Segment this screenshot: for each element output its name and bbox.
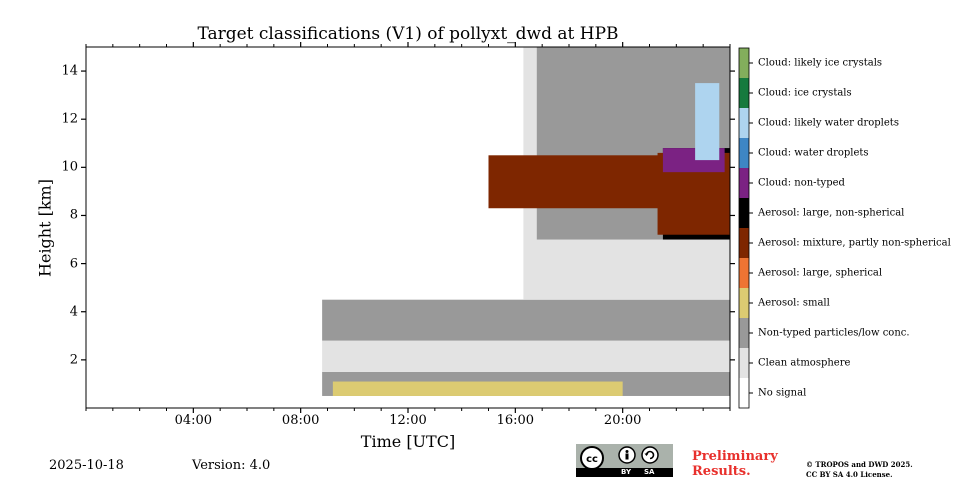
preliminary-line-1: Preliminary [692, 449, 778, 464]
colorbar-label-10: Cloud: ice crystals [758, 87, 852, 99]
class-region-6 [488, 155, 663, 209]
ytick-label-2: 2 [69, 352, 78, 368]
class-region-1 [332, 381, 623, 396]
xtick-label-04:00: 04:00 [174, 413, 213, 428]
colorbar-label-7: Cloud: non-typed [758, 177, 845, 189]
colorbar-frame [738, 47, 750, 409]
copyright-line-2: CC BY SA 4.0 License. [806, 470, 893, 479]
colorbar-label-8: Cloud: water droplets [758, 147, 869, 159]
colorbar-label-3: Aerosol: small [758, 297, 830, 309]
ytick-label-14: 14 [61, 63, 78, 79]
cc-icon: cc [580, 446, 604, 468]
ytick-label-4: 4 [69, 304, 78, 320]
ytick-label-12: 12 [61, 111, 78, 127]
colorbar-label-4: Aerosol: large, spherical [758, 267, 883, 279]
xtick-label-16:00: 16:00 [496, 413, 535, 428]
date-label: 2025-10-18 [49, 458, 124, 473]
colorbar-swatch-0 [739, 378, 749, 408]
colorbar-label-2: Non-typed particles/low conc. [758, 327, 910, 339]
colorbar-swatch-8 [739, 138, 749, 168]
colorbar [738, 47, 753, 409]
class-region-2 [322, 340, 730, 372]
ytick-label-8: 8 [69, 207, 78, 223]
class-region-10 [695, 83, 720, 161]
chart-title: Target classifications (V1) of pollyxt_d… [197, 24, 619, 44]
sa-icon [641, 446, 659, 464]
colorbar-swatch-6 [739, 198, 749, 228]
axes [81, 42, 735, 413]
xtick-label-08:00: 08:00 [281, 413, 320, 428]
badge-strip: BY SA [576, 468, 673, 477]
xtick-label-20:00: 20:00 [603, 413, 642, 428]
by-icon [618, 446, 636, 464]
class-region-3 [322, 299, 730, 341]
colorbar-label-0: No signal [758, 387, 807, 399]
colorbar-label-6: Aerosol: large, non-spherical [758, 207, 905, 219]
copyright-line-1: © TROPOS and DWD 2025. [806, 460, 913, 469]
badge-by-text: BY [621, 468, 632, 476]
copyright-note: © TROPOS and DWD 2025. CC BY SA 4.0 Lice… [806, 460, 913, 480]
colorbar-swatch-2 [739, 318, 749, 348]
colorbar-label-11: Cloud: likely ice crystals [758, 57, 883, 69]
badge-sa-text: SA [644, 468, 655, 476]
colorbar-swatch-1 [739, 348, 749, 378]
colorbar-swatch-7 [739, 168, 749, 198]
svg-text:cc: cc [586, 454, 598, 465]
colorbar-label-1: Clean atmosphere [758, 357, 851, 369]
colorbar-swatch-4 [739, 258, 749, 288]
x-axis-label: Time [UTC] [360, 432, 456, 451]
xtick-label-12:00: 12:00 [389, 413, 427, 428]
colorbar-label-5: Aerosol: mixture, partly non-spherical [758, 237, 951, 249]
colorbar-swatch-5 [739, 228, 749, 258]
heatmap-area [322, 47, 730, 396]
ytick-label-10: 10 [61, 159, 78, 175]
preliminary-results-note: Preliminary Results. [692, 449, 778, 479]
colorbar-label-9: Cloud: likely water droplets [758, 117, 899, 129]
preliminary-line-2: Results. [692, 464, 751, 479]
colorbar-swatch-9 [739, 108, 749, 138]
colorbar-swatch-3 [739, 288, 749, 318]
ytick-label-6: 6 [69, 256, 78, 272]
colorbar-swatch-11 [739, 48, 749, 78]
cc-license-badge: cc BY SA [576, 444, 673, 477]
colorbar-swatch-10 [739, 78, 749, 108]
version-label: Version: 4.0 [192, 458, 271, 473]
